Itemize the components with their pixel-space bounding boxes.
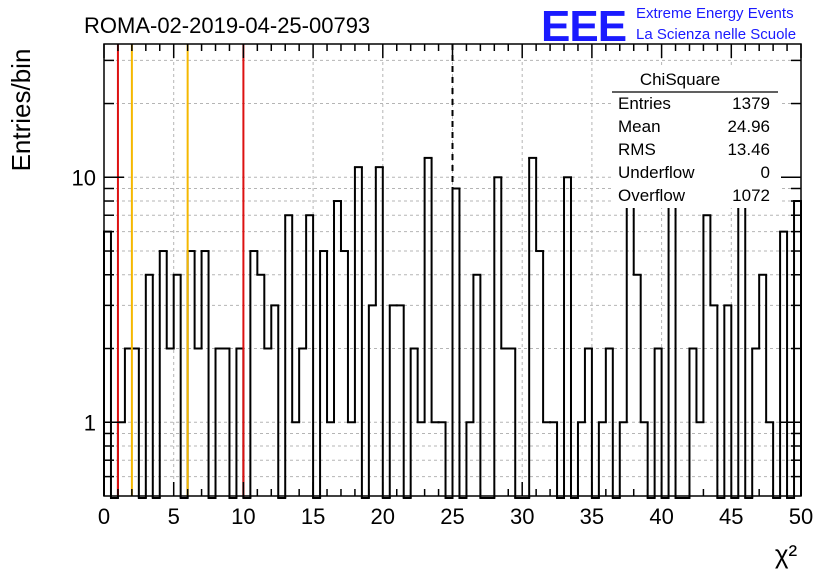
x-tick-label: 10 <box>231 504 255 529</box>
x-tick-label: 5 <box>168 504 180 529</box>
axis-ticks: 0 5 10 15 20 25 30 35 40 45 50 1 10 <box>72 44 813 529</box>
stats-value-entries: 1379 <box>732 94 770 113</box>
stats-box: ChiSquare Entries 1379 Mean 24.96 RMS 13… <box>612 66 780 208</box>
stats-label-mean: Mean <box>618 117 661 136</box>
eee-logo: EEE <box>541 2 626 51</box>
x-tick-label: 0 <box>98 504 110 529</box>
logo-tagline-1: Extreme Energy Events <box>636 5 794 22</box>
x-axis-label: χ² <box>775 539 798 569</box>
x-tick-label: 15 <box>301 504 325 529</box>
reference-lines <box>116 44 454 496</box>
stats-title: ChiSquare <box>640 70 720 89</box>
run-title: ROMA-02-2019-04-25-00793 <box>84 13 370 38</box>
stats-value-mean: 24.96 <box>727 117 770 136</box>
stats-label-underflow: Underflow <box>618 163 695 182</box>
stats-label-overflow: Overflow <box>618 186 686 205</box>
stats-label-rms: RMS <box>618 140 656 159</box>
x-tick-label: 20 <box>371 504 395 529</box>
stats-value-underflow: 0 <box>761 163 770 182</box>
x-tick-label: 45 <box>719 504 743 529</box>
stats-value-overflow: 1072 <box>732 186 770 205</box>
x-tick-label: 50 <box>789 504 813 529</box>
stats-label-entries: Entries <box>618 94 671 113</box>
y-tick-label: 1 <box>84 410 96 435</box>
x-tick-label: 40 <box>649 504 673 529</box>
stats-value-rms: 13.46 <box>727 140 770 159</box>
logo-tagline-2: La Scienza nelle Scuole <box>636 26 796 43</box>
histogram-bins <box>103 119 802 499</box>
y-tick-label: 10 <box>72 165 96 190</box>
x-tick-label: 25 <box>440 504 464 529</box>
x-tick-label: 35 <box>580 504 604 529</box>
x-tick-label: 30 <box>510 504 534 529</box>
stats-box-background <box>612 66 780 208</box>
y-axis-label: Entries/bin <box>6 49 36 172</box>
